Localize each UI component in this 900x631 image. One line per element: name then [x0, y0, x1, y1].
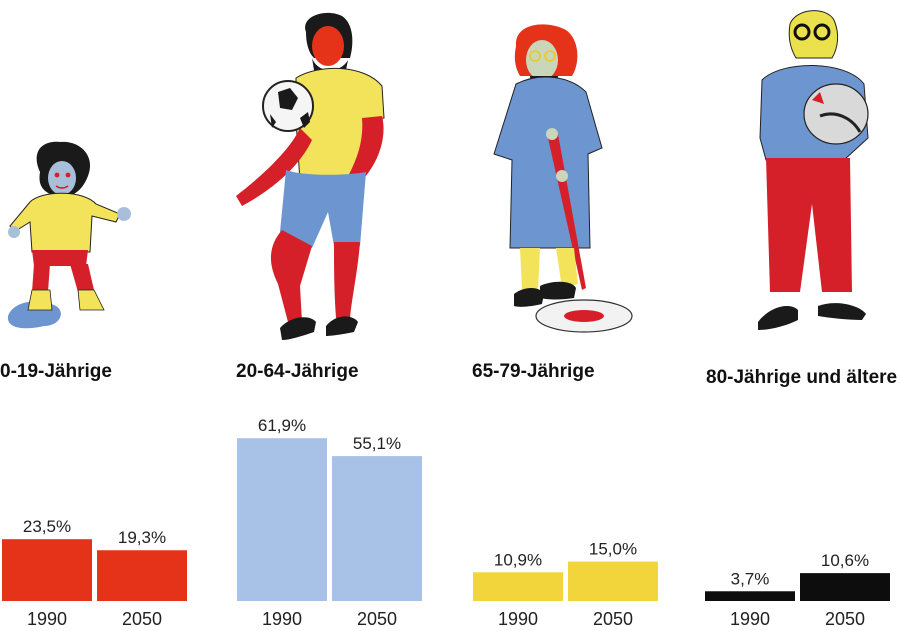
- bar-group0-1990: [2, 539, 92, 601]
- year-label-group1-2050: 2050: [357, 609, 397, 629]
- footballer-illustration: [236, 12, 385, 340]
- woman-sweeping-illustration: [493, 24, 633, 333]
- value-label-group0-1990: 23,5%: [23, 517, 71, 536]
- bar-group2-2050: [568, 561, 658, 601]
- child-in-puddle-illustration: [7, 141, 131, 329]
- year-label-group2-2050: 2050: [593, 609, 633, 629]
- year-label-group1-1990: 1990: [262, 609, 302, 629]
- bar-group3-1990: [705, 591, 795, 601]
- bar-group1-2050: [332, 456, 422, 601]
- group-label-0-19: 0-19-Jährige: [0, 361, 112, 382]
- value-label-group1-1990: 61,9%: [258, 416, 306, 435]
- year-label-group3-2050: 2050: [825, 609, 865, 629]
- value-label-group3-1990: 3,7%: [731, 569, 770, 588]
- bar-group2-1990: [473, 572, 563, 601]
- value-label-group2-1990: 10,9%: [494, 550, 542, 569]
- group-label-65-79: 65-79-Jährige: [472, 361, 595, 382]
- year-label-group0-2050: 2050: [122, 609, 162, 629]
- group-label-20-64: 20-64-Jährige: [236, 361, 359, 382]
- group-label-80-plus: 80-Jährige und ältere: [706, 367, 897, 388]
- bar-group0-2050: [97, 550, 187, 601]
- year-label-group2-1990: 1990: [498, 609, 538, 629]
- value-label-group2-2050: 15,0%: [589, 540, 637, 559]
- value-label-group1-2050: 55,1%: [353, 434, 401, 453]
- value-label-group0-2050: 19,3%: [118, 528, 166, 547]
- year-label-group3-1990: 1990: [730, 609, 770, 629]
- value-label-group3-2050: 10,6%: [821, 551, 869, 570]
- bar-group3-2050: [800, 573, 890, 601]
- old-man-with-hen-illustration: [758, 10, 869, 330]
- bar-area: 23,5% 1990 19,3% 2050 61,9% 1990 55,1% 2050 10,9…: [2, 416, 890, 629]
- bar-group1-1990: [237, 438, 327, 601]
- year-label-group0-1990: 1990: [27, 609, 67, 629]
